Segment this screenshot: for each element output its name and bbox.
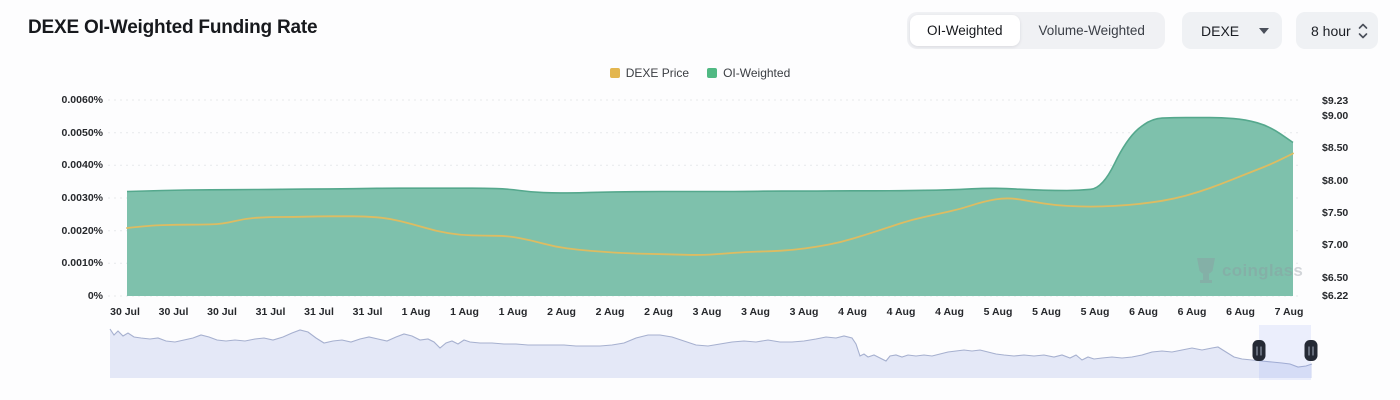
price-line [126, 152, 1294, 256]
x-axis-label: 30 Jul [158, 306, 189, 318]
page-title: DEXE OI-Weighted Funding Rate [28, 17, 318, 38]
brush-handle-left[interactable] [1252, 340, 1266, 361]
x-axis-label: 2 Aug [547, 306, 576, 318]
x-axis-label: 31 Jul [352, 306, 383, 318]
x-axis-label: 2 Aug [595, 306, 625, 318]
y-axis-right-label: $9.00 [1322, 109, 1349, 122]
x-axis-label: 4 Aug [838, 306, 867, 318]
legend-label: OI-Weighted [723, 66, 791, 80]
x-axis-label: 5 Aug [1032, 306, 1061, 318]
toggle-oi-weighted[interactable]: OI-Weighted [910, 15, 1020, 46]
brush-handle-right[interactable] [1304, 340, 1318, 361]
x-axis-label: 7 Aug [1274, 306, 1304, 318]
y-axis-right-label: $6.22 [1322, 290, 1349, 302]
navigator-area[interactable] [110, 329, 1312, 378]
y-axis-left-label: 0.0050% [61, 126, 103, 139]
x-axis-label: 5 Aug [983, 306, 1013, 318]
coin-dropdown-value: DEXE [1201, 22, 1240, 39]
coin-dropdown[interactable]: DEXE [1182, 12, 1282, 49]
x-axis-label: 30 Jul [110, 306, 140, 318]
legend-label: DEXE Price [625, 66, 690, 80]
y-axis-left-label: 0.0040% [61, 159, 103, 172]
y-axis-left-label: 0.0020% [61, 224, 103, 237]
navigator-line [109, 328, 1313, 368]
x-axis-label: 30 Jul [207, 306, 237, 318]
funding-area-outline [126, 116, 1294, 194]
x-axis-label: 1 Aug [450, 306, 479, 318]
legend-item-oi-weighted[interactable]: OI-Weighted [707, 66, 790, 80]
y-axis-left-label: 0% [87, 290, 103, 302]
x-axis-label: 3 Aug [789, 306, 819, 318]
toggle-volume-weighted[interactable]: Volume-Weighted [1038, 23, 1145, 38]
up-down-spinner-icon [1358, 23, 1368, 38]
legend-swatch-icon [707, 68, 718, 78]
funding-area [127, 117, 1293, 296]
x-axis-label: 6 Aug [1226, 306, 1255, 318]
x-axis-label: 2 Aug [644, 306, 673, 318]
legend-item-dexe-price[interactable]: DEXE Price [609, 66, 690, 80]
x-axis-label: 6 Aug [1177, 306, 1207, 318]
weighting-toggle: OI-Weighted Volume-Weighted [907, 12, 1165, 49]
x-axis-label: 3 Aug [692, 306, 722, 318]
y-axis-left-label: 0.0010% [61, 257, 103, 270]
y-axis-right-label: $6.50 [1322, 271, 1349, 284]
interval-value: 8 hour [1311, 22, 1351, 39]
x-axis-label: 1 Aug [498, 306, 528, 318]
x-axis-label: 4 Aug [935, 306, 964, 318]
y-axis-left-label: 0.0060% [61, 94, 103, 106]
x-axis-label: 4 Aug [886, 306, 916, 318]
y-axis-right-label: $8.00 [1322, 174, 1349, 187]
x-axis-label: 5 Aug [1080, 306, 1110, 318]
interval-selector[interactable]: 8 hour [1296, 12, 1378, 49]
x-axis-label: 31 Jul [304, 306, 334, 318]
legend-swatch-icon [609, 68, 620, 78]
y-axis-right-label: $9.23 [1322, 95, 1349, 107]
x-axis-label: 1 Aug [401, 306, 431, 318]
y-axis-right-label: $8.50 [1322, 142, 1349, 155]
brush-selection[interactable] [1259, 325, 1311, 380]
x-axis-label: 31 Jul [255, 306, 286, 318]
x-axis-label: 3 Aug [741, 306, 770, 318]
y-axis-right-label: $7.00 [1322, 239, 1349, 252]
y-axis-right-label: $7.50 [1322, 207, 1349, 220]
y-axis-left-label: 0.0030% [61, 192, 103, 204]
x-axis-label: 6 Aug [1129, 306, 1158, 318]
chevron-down-icon [1259, 27, 1269, 34]
chart-legend: DEXE Price OI-Weighted [0, 66, 1400, 80]
